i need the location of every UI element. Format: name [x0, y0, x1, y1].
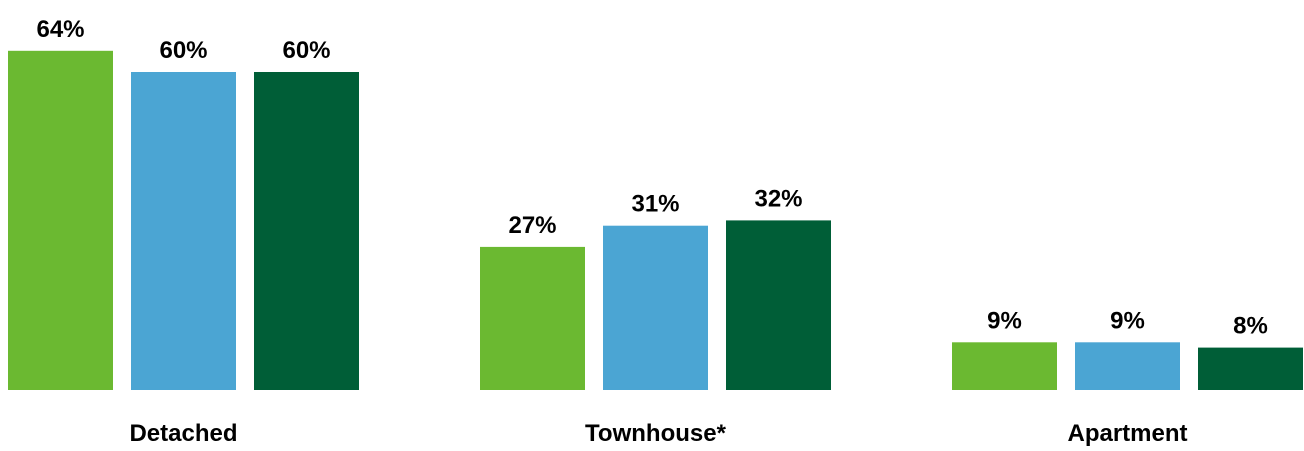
bar-group-detached: 64% 60% 60%: [8, 16, 359, 391]
category-label-apartment: Apartment: [1067, 420, 1187, 447]
category-label-townhouse: Townhouse*: [585, 420, 727, 447]
data-label-townhouse-1: 27%: [508, 212, 556, 239]
bar-apartment-3: [1198, 347, 1303, 390]
data-label-townhouse-3: 32%: [754, 185, 802, 212]
bar-group-townhouse: 27% 31% 32%: [480, 185, 831, 390]
data-label-apartment-1: 9%: [987, 307, 1022, 334]
bar-apartment-1: [952, 342, 1057, 390]
data-label-detached-1: 64%: [36, 16, 84, 43]
bar-townhouse-2: [603, 225, 708, 390]
category-label-detached: Detached: [129, 420, 237, 447]
data-label-apartment-2: 9%: [1110, 307, 1145, 334]
data-label-apartment-3: 8%: [1233, 313, 1268, 340]
bar-group-apartment: 9% 9% 8%: [952, 307, 1303, 390]
bar-townhouse-1: [480, 246, 585, 390]
data-label-detached-3: 60%: [282, 37, 330, 64]
bar-detached-3: [254, 72, 359, 390]
data-label-detached-2: 60%: [159, 37, 207, 64]
bar-apartment-2: [1075, 342, 1180, 390]
bar-townhouse-3: [726, 220, 831, 390]
bar-detached-1: [8, 50, 113, 391]
bar-detached-2: [131, 72, 236, 390]
data-label-townhouse-2: 31%: [631, 191, 679, 218]
